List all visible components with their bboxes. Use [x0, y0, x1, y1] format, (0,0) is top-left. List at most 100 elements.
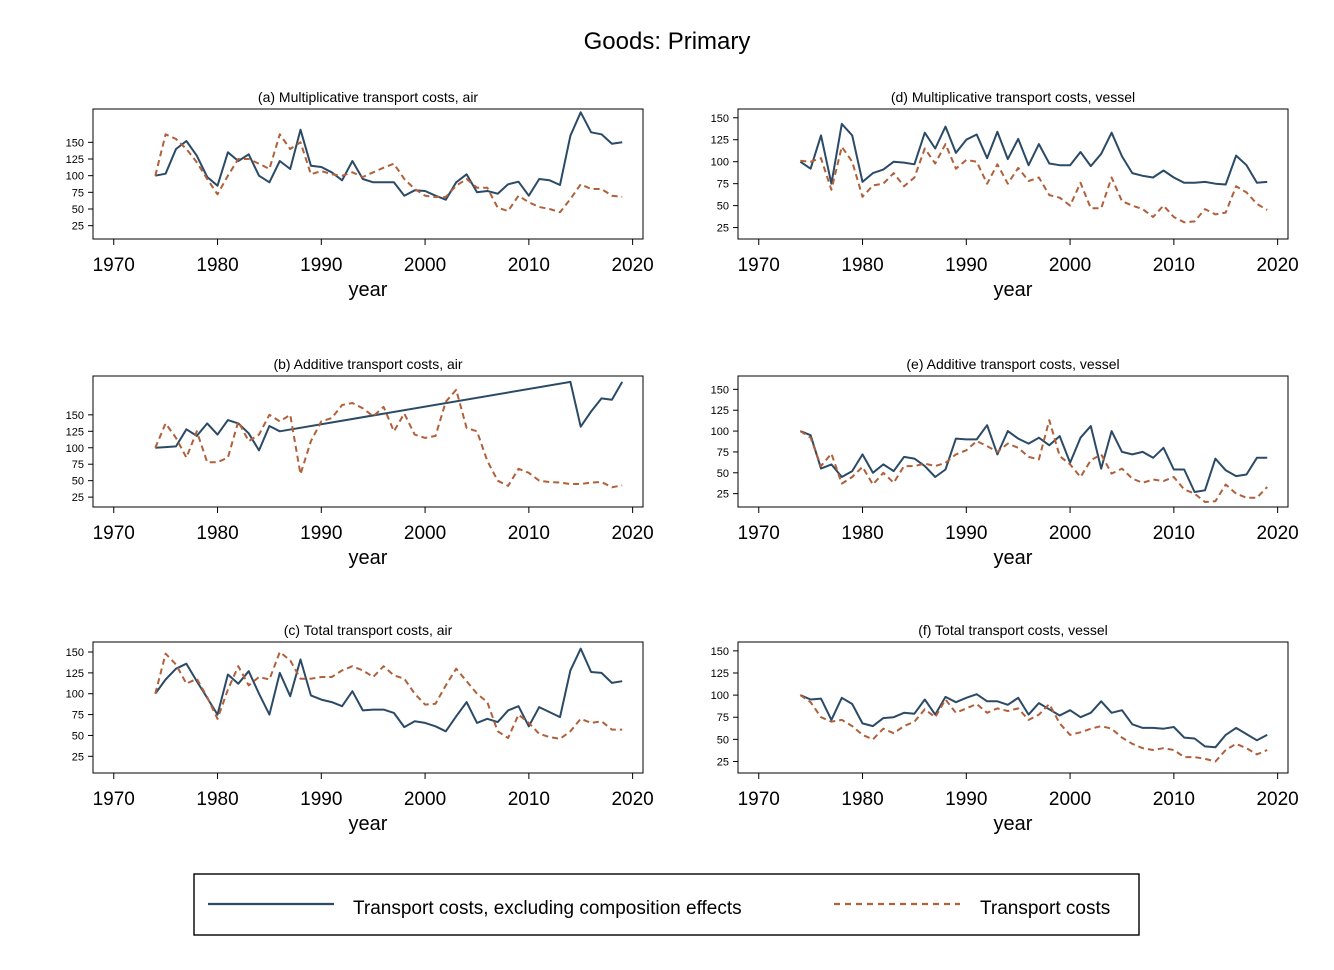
x-tick-label: 1990: [300, 523, 342, 544]
y-tick-label: 150: [66, 410, 84, 422]
x-tick-label: 1980: [196, 523, 238, 544]
panel-1: (b) Additive transport costs, air 25 50 75 1…: [66, 356, 654, 569]
y-tick-label: 125: [711, 405, 729, 417]
series-line-excluding-composition: [799, 693, 1268, 749]
y-tick-label: 100: [711, 690, 729, 702]
y-tick-label: 25: [717, 489, 729, 501]
y-tick-label: 125: [66, 154, 84, 166]
series-line-excluding-composition: [154, 647, 623, 733]
x-tick-label: 1970: [738, 789, 780, 810]
y-tick-label: 75: [717, 712, 729, 724]
y-tick-label: 150: [66, 647, 84, 659]
y-tick-label: 150: [66, 137, 84, 149]
x-tick-label: 2000: [1049, 523, 1091, 544]
series-line-transport-costs: [154, 651, 623, 740]
y-tick-label: 50: [717, 734, 729, 746]
x-tick-label: 1990: [945, 255, 987, 276]
plot-frame: [92, 375, 644, 508]
plot-frame: [737, 375, 1289, 508]
x-tick-label: 2020: [611, 523, 653, 544]
y-tick-label: 150: [711, 384, 729, 396]
y-tick-label: 25: [72, 492, 84, 504]
x-tick-label: 2000: [404, 789, 446, 810]
x-tick-label: 1970: [93, 789, 135, 810]
y-tick-label: 50: [717, 201, 729, 213]
legend-label-transport-costs: Transport costs: [980, 898, 1110, 919]
series-line-transport-costs: [800, 143, 1268, 224]
x-axis-label: year: [349, 547, 388, 569]
series-line-transport-costs: [154, 388, 623, 489]
y-tick-label: 125: [711, 668, 729, 680]
x-tick-label: 1990: [300, 789, 342, 810]
series-line-excluding-composition: [155, 380, 624, 452]
y-tick-label: 75: [717, 179, 729, 191]
x-tick-label: 1980: [841, 789, 883, 810]
y-tick-label: 100: [66, 689, 84, 701]
series-line-transport-costs: [799, 694, 1268, 763]
x-axis-label: year: [349, 813, 388, 835]
x-tick-label: 1980: [841, 255, 883, 276]
x-tick-label: 1980: [196, 789, 238, 810]
x-tick-label: 2010: [1153, 523, 1195, 544]
panel-title: (e) Additive transport costs, vessel: [906, 356, 1119, 372]
x-tick-label: 1970: [738, 255, 780, 276]
y-tick-label: 125: [711, 135, 729, 147]
x-tick-label: 2000: [1049, 255, 1091, 276]
x-tick-label: 2000: [404, 255, 446, 276]
y-tick-label: 100: [711, 426, 729, 438]
legend: Transport costs, excluding composition e…: [193, 873, 1140, 936]
x-axis-label: year: [994, 279, 1033, 301]
panel-title: (c) Total transport costs, air: [284, 622, 453, 638]
figure-title: Goods: Primary: [584, 28, 751, 55]
plot-frame: [737, 108, 1289, 240]
y-tick-label: 50: [717, 468, 729, 480]
plot-frame: [92, 641, 644, 774]
y-tick-label: 50: [72, 730, 84, 742]
y-tick-label: 150: [711, 646, 729, 658]
x-axis-label: year: [994, 813, 1033, 835]
y-tick-label: 100: [66, 443, 84, 455]
plot-frame: [92, 108, 644, 240]
y-tick-label: 100: [66, 171, 84, 183]
y-tick-label: 75: [72, 187, 84, 199]
series-line-excluding-composition: [799, 122, 1268, 186]
y-tick-label: 75: [717, 447, 729, 459]
x-tick-label: 2010: [1153, 255, 1195, 276]
x-axis-label: year: [994, 547, 1033, 569]
y-tick-label: 100: [711, 157, 729, 169]
panel-5: (f) Total transport costs, vessel 25 50 75 1…: [711, 622, 1299, 835]
x-tick-label: 2010: [1153, 789, 1195, 810]
y-tick-label: 125: [66, 426, 84, 438]
legend-box: [193, 873, 1140, 936]
y-tick-label: 25: [72, 751, 84, 763]
series-line-transport-costs: [799, 419, 1268, 503]
panel-0: (a) Multiplicative transport costs, air 2…: [66, 89, 654, 301]
x-tick-label: 1970: [738, 523, 780, 544]
panel-title: (b) Additive transport costs, air: [273, 356, 462, 372]
y-tick-label: 25: [717, 223, 729, 235]
legend-label-excluding-composition: Transport costs, excluding composition e…: [353, 898, 742, 919]
x-tick-label: 2020: [611, 255, 653, 276]
x-tick-label: 1990: [945, 789, 987, 810]
y-tick-label: 25: [717, 756, 729, 768]
y-tick-label: 75: [72, 459, 84, 471]
x-tick-label: 2010: [508, 523, 550, 544]
y-tick-label: 150: [711, 113, 729, 125]
x-tick-label: 2000: [1049, 789, 1091, 810]
chart-panels: (a) Multiplicative transport costs, air 2…: [66, 89, 1299, 835]
x-tick-label: 1970: [93, 255, 135, 276]
panel-3: (d) Multiplicative transport costs, vess…: [711, 89, 1299, 301]
panel-2: (c) Total transport costs, air 25 50 75 100 1…: [66, 622, 654, 835]
panel-4: (e) Additive transport costs, vessel 25 50…: [711, 356, 1299, 569]
series-line-excluding-composition: [155, 111, 623, 201]
x-axis-label: year: [349, 279, 388, 301]
x-tick-label: 2020: [611, 789, 653, 810]
x-tick-label: 1990: [300, 255, 342, 276]
x-tick-label: 2020: [1256, 523, 1298, 544]
panel-title: (f) Total transport costs, vessel: [918, 622, 1108, 638]
x-tick-label: 2010: [508, 789, 550, 810]
y-tick-label: 125: [66, 668, 84, 680]
x-tick-label: 2020: [1256, 789, 1298, 810]
